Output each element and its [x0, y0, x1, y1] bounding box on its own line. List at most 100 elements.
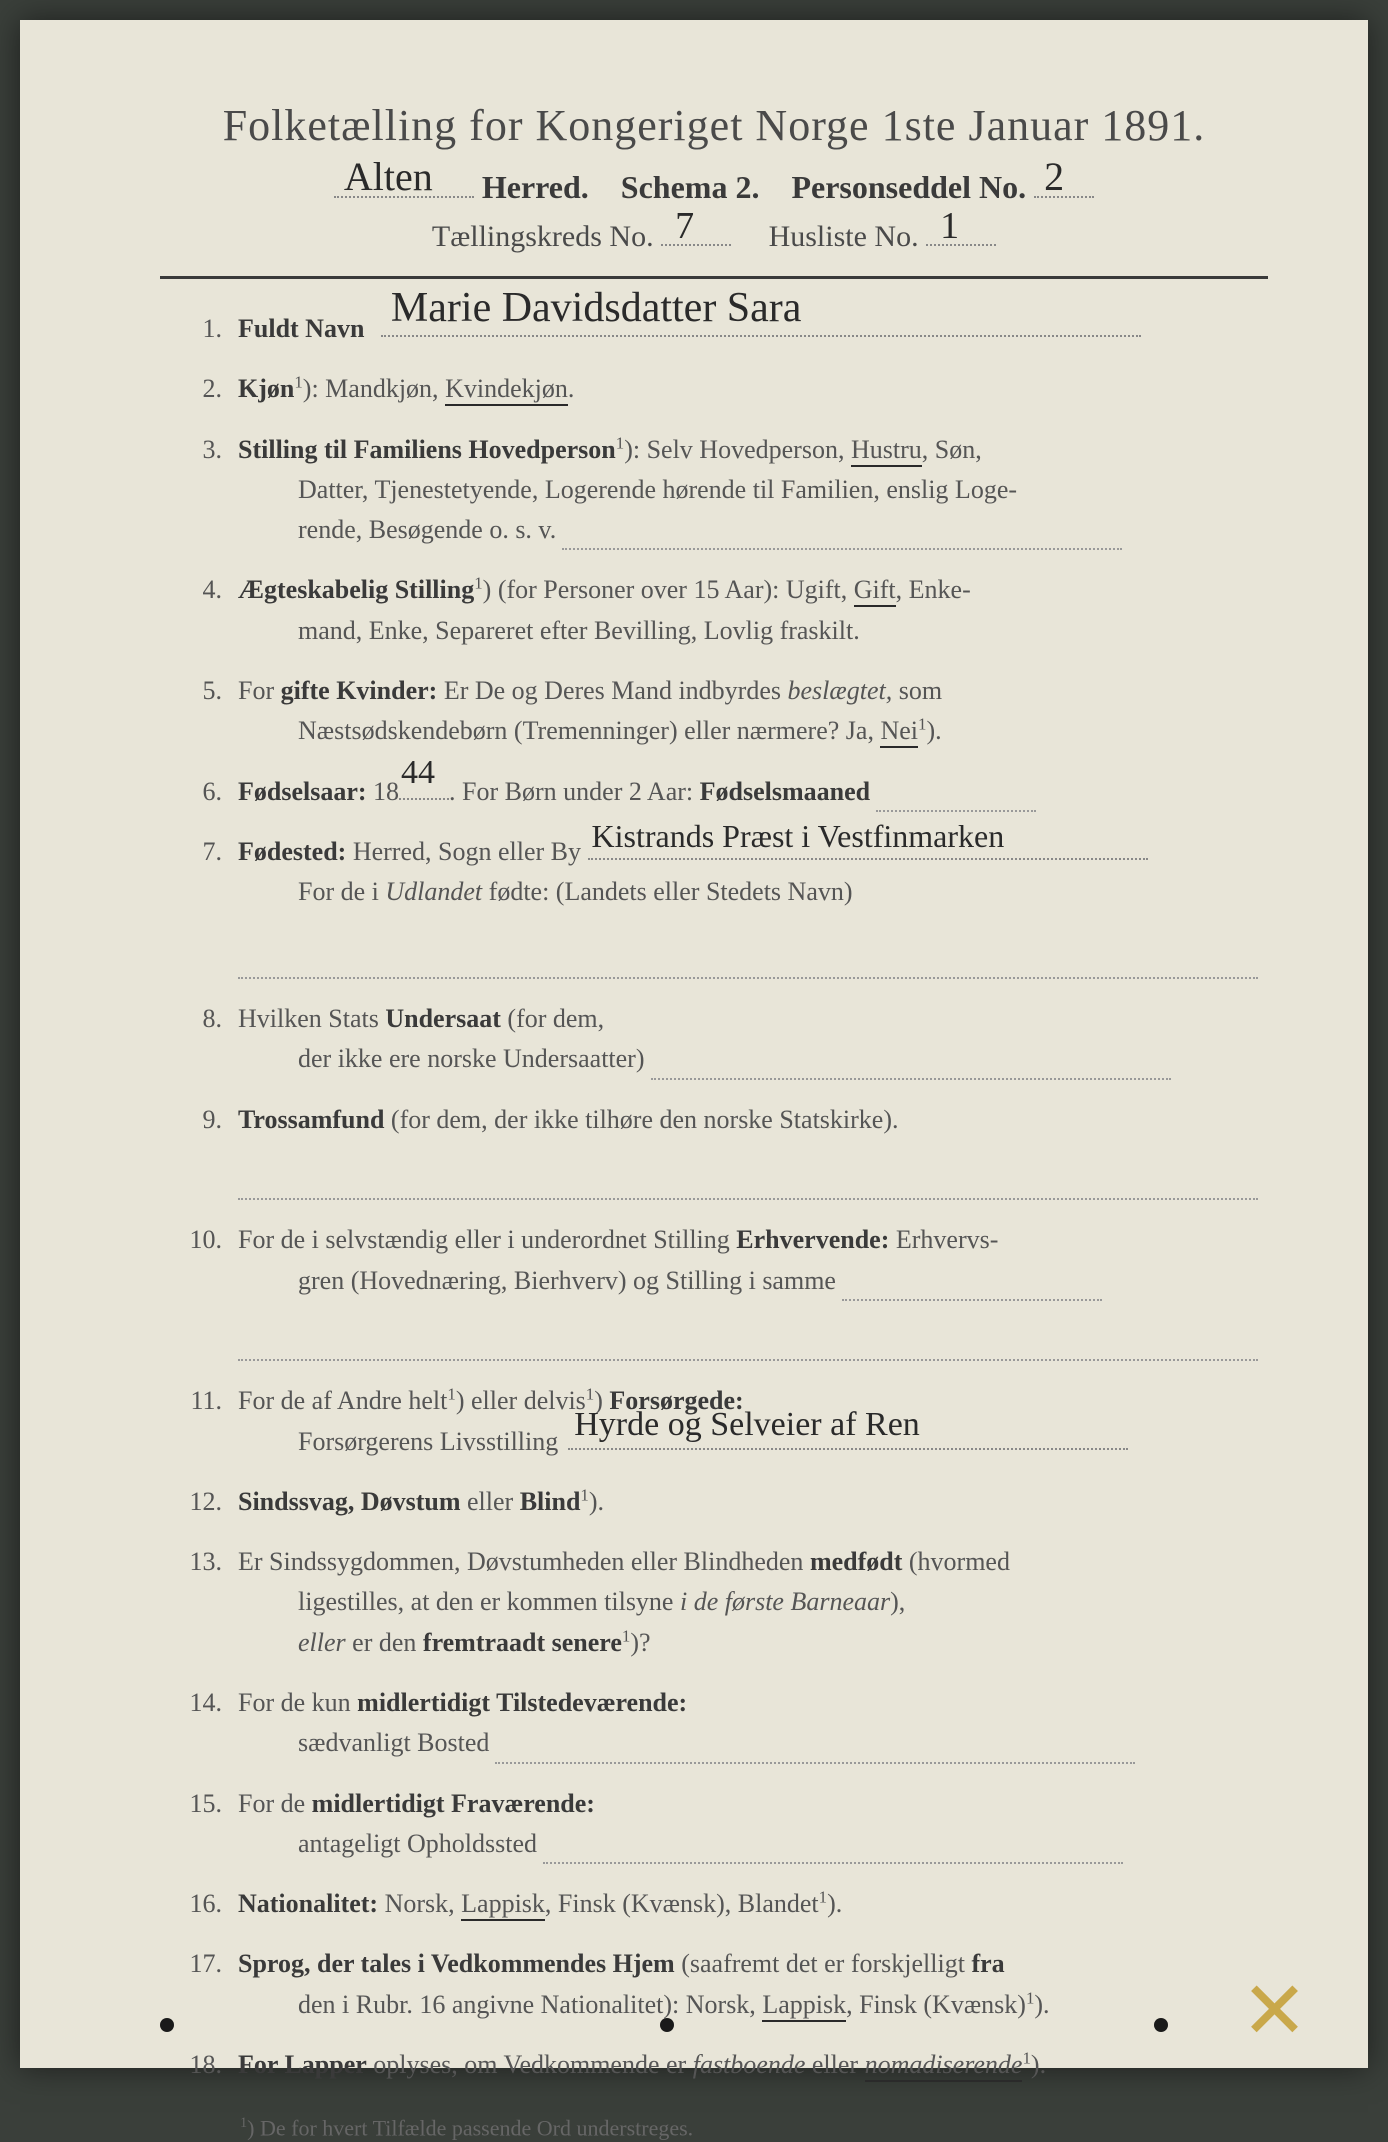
field-13: 13. Er Sindssygdommen, Døvstumheden elle… — [180, 1542, 1258, 1663]
f3-underlined: Hustru — [851, 435, 922, 467]
f6-label: Fødselsaar: — [238, 777, 367, 806]
f17-b2: fra — [971, 1949, 1004, 1978]
field-content: Nationalitet: Norsk, Lappisk, Finsk (Kvæ… — [238, 1884, 1258, 1924]
field-num: 6. — [180, 772, 238, 812]
f2-sup: 1 — [294, 373, 302, 392]
f10-dots1 — [842, 1299, 1102, 1301]
footnote-sup: 1 — [240, 2115, 247, 2131]
f11-s1: 1 — [447, 1385, 455, 1404]
field-num: 18. — [180, 2045, 238, 2085]
f3-l1b: , Søn, — [922, 435, 982, 464]
taellingskreds-field: 7 — [661, 244, 731, 246]
f12-tb: ). — [589, 1487, 604, 1516]
field-content: Sindssvag, Døvstum eller Blind1). — [238, 1482, 1258, 1522]
taellingskreds-no: 7 — [675, 204, 694, 248]
field-9: 9. Trossamfund (for dem, der ikke tilhør… — [180, 1100, 1258, 1201]
f11-l2: Forsørgerens Livsstilling — [238, 1427, 558, 1456]
name-handwritten: Marie Davidsdatter Sara — [391, 276, 802, 341]
field-18: 18. For Lapper oplyses, om Vedkommende e… — [180, 2045, 1258, 2085]
field-1: 1. Fuldt Navn Marie Davidsdatter Sara — [180, 309, 1258, 349]
f12-b2: Blind — [520, 1487, 581, 1516]
f5-l1a: For — [238, 676, 281, 705]
f8-l2: der ikke ere norske Undersaatter) — [238, 1044, 645, 1073]
f15-l1a: For de — [238, 1789, 312, 1818]
f3-l2: Datter, Tjenestetyende, Logerende hørend… — [238, 470, 1017, 510]
f18-ta: oplyses, om Vedkommende er — [367, 2050, 693, 2079]
f17-bold: Sprog, der tales i Vedkommendes Hjem — [238, 1949, 675, 1978]
field-10: 10. For de i selvstændig eller i underor… — [180, 1220, 1258, 1361]
f8-bold: Undersaat — [385, 1004, 501, 1033]
form-body: 1. Fuldt Navn Marie Davidsdatter Sara 2.… — [160, 309, 1268, 2085]
f16-tc: ). — [827, 1889, 842, 1918]
f17-l2c: ). — [1034, 1990, 1049, 2019]
f15-bold: midlertidigt Fraværende: — [312, 1789, 595, 1818]
f17-l2b: , Finsk (Kvænsk) — [846, 1990, 1026, 2019]
name-dotted: Marie Davidsdatter Sara — [381, 335, 1141, 337]
f16-u: Lappisk — [461, 1889, 545, 1921]
f14-l1a: For de kun — [238, 1688, 357, 1717]
field-content: For de midlertidigt Fraværende: antageli… — [238, 1784, 1258, 1865]
f7-i1: Udlandet — [385, 877, 482, 906]
f6-year-field: 44 — [399, 798, 449, 800]
field-content: Kjøn1): Mandkjøn, Kvindekjøn. — [238, 369, 1258, 409]
f2-tail: . — [568, 374, 575, 403]
husliste-field: 1 — [926, 244, 996, 246]
f18-bold: For Lapper — [238, 2050, 367, 2079]
f7-field: Kistrands Præst i Vestfinmarken — [588, 858, 1148, 860]
field-num: 12. — [180, 1482, 238, 1522]
field-content: For de kun midlertidigt Tilstedeværende:… — [238, 1683, 1258, 1764]
f18-tc: ). — [1031, 2050, 1046, 2079]
f13-l2a: ligestilles, at den er kommen tilsyne — [238, 1587, 680, 1616]
f8-l1b: (for dem, — [501, 1004, 604, 1033]
f5-l1c: som — [892, 676, 942, 705]
f15-dots — [543, 1862, 1123, 1864]
herred-label: Herred. — [482, 169, 589, 205]
f15-l2: antageligt Opholdssted — [238, 1829, 537, 1858]
f10-bold: Erhvervende: — [736, 1225, 889, 1254]
field-num: 16. — [180, 1884, 238, 1924]
field-num: 3. — [180, 430, 238, 551]
f16-ta: Norsk, — [378, 1889, 461, 1918]
punch-dot-icon — [160, 2018, 174, 2032]
field-content: Hvilken Stats Undersaat (for dem, der ik… — [238, 999, 1258, 1080]
corner-x-mark-icon: ✕ — [1241, 1964, 1308, 2058]
f4-underlined: Gift — [854, 575, 896, 607]
field-num: 17. — [180, 1944, 238, 2025]
f17-u: Lappisk — [762, 1990, 846, 2022]
field-content: Ægteskabelig Stilling1) (for Personer ov… — [238, 570, 1258, 651]
field-num: 13. — [180, 1542, 238, 1663]
f6-mid: . For Børn under 2 Aar: — [449, 777, 700, 806]
f5-l2b: ). — [926, 716, 941, 745]
field-num: 4. — [180, 570, 238, 651]
husliste-label: Husliste No. — [769, 220, 919, 253]
field-6: 6. Fødselsaar: 1844. For Børn under 2 Aa… — [180, 772, 1258, 812]
field-num: 11. — [180, 1381, 238, 1462]
f13-i1: i de første Barneaar — [680, 1587, 890, 1616]
f11-value: Hyrde og Selveier af Ren — [574, 1399, 920, 1452]
field-content: Fuldt Navn Marie Davidsdatter Sara — [238, 309, 1258, 349]
f8-dots — [651, 1078, 1171, 1080]
f8-l1a: Hvilken Stats — [238, 1004, 385, 1033]
f13-i2: eller — [298, 1628, 346, 1657]
f10-l2: gren (Hovednæring, Bierhverv) og Stillin… — [238, 1266, 836, 1295]
field-1-label: Fuldt Navn — [238, 314, 364, 343]
herred-field: Alten — [334, 196, 474, 198]
field-num: 1. — [180, 309, 238, 349]
header-line-2: Alten Herred. Schema 2. Personseddel No.… — [160, 169, 1268, 206]
field-4: 4. Ægteskabelig Stilling1) (for Personer… — [180, 570, 1258, 651]
field-num: 9. — [180, 1100, 238, 1201]
f17-l1a: (saafremt det er forskjelligt — [675, 1949, 972, 1978]
f13-l1a: Er Sindssygdommen, Døvstumheden eller Bl… — [238, 1547, 810, 1576]
f2-text: ): Mandkjøn, — [303, 374, 445, 403]
f12-b1: Sindssvag, Døvstum — [238, 1487, 461, 1516]
field-num: 7. — [180, 832, 238, 979]
field-12: 12. Sindssvag, Døvstum eller Blind1). — [180, 1482, 1258, 1522]
f3-l3: rende, Besøgende o. s. v. — [238, 515, 556, 544]
field-7: 7. Fødested: Herred, Sogn eller By Kistr… — [180, 832, 1258, 979]
herred-handwritten: Alten — [344, 153, 433, 200]
field-2: 2. Kjøn1): Mandkjøn, Kvindekjøn. — [180, 369, 1258, 409]
personseddel-no: 2 — [1044, 153, 1064, 200]
f4-l1b: , Enke- — [896, 575, 971, 604]
f3-l1a: ): Selv Hovedperson, — [624, 435, 851, 464]
field-content: For Lapper oplyses, om Vedkommende er fa… — [238, 2045, 1258, 2085]
